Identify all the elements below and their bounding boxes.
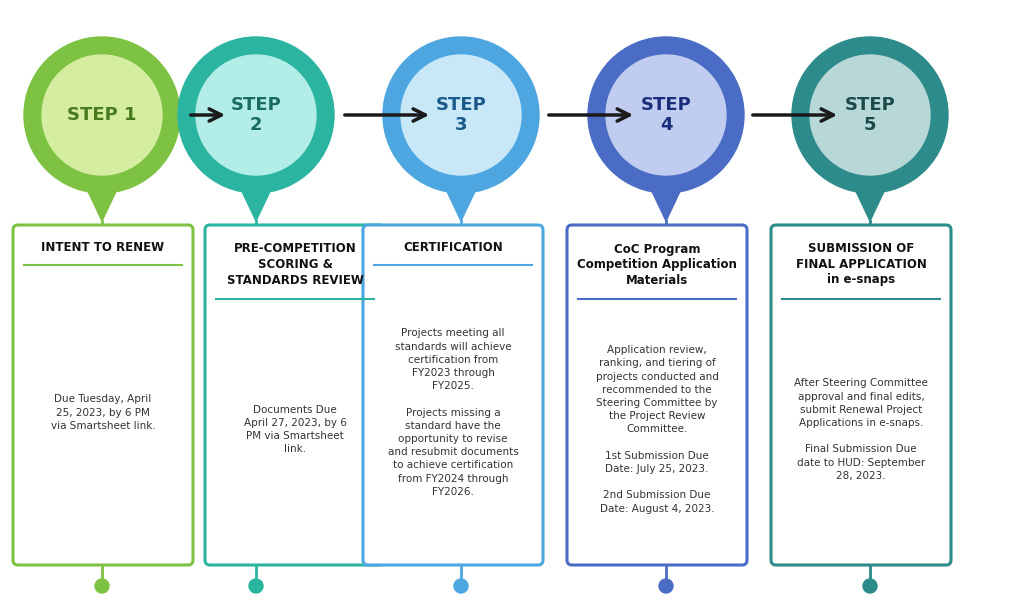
Circle shape — [588, 37, 744, 193]
FancyBboxPatch shape — [13, 225, 193, 565]
Polygon shape — [238, 183, 274, 221]
Text: Application review,
ranking, and tiering of
projects conducted and
recommended t: Application review, ranking, and tiering… — [596, 346, 719, 514]
FancyBboxPatch shape — [362, 225, 543, 565]
FancyBboxPatch shape — [771, 225, 951, 565]
Circle shape — [383, 37, 539, 193]
Circle shape — [42, 55, 162, 175]
Text: INTENT TO RENEW: INTENT TO RENEW — [41, 241, 165, 254]
Polygon shape — [852, 183, 888, 221]
Circle shape — [401, 55, 521, 175]
Circle shape — [863, 579, 877, 593]
Circle shape — [454, 579, 468, 593]
Text: PRE-COMPETITION
SCORING &
STANDARDS REVIEW: PRE-COMPETITION SCORING & STANDARDS REVI… — [226, 243, 364, 286]
Circle shape — [24, 37, 180, 193]
Text: STEP 1: STEP 1 — [68, 106, 137, 124]
Text: STEP
4: STEP 4 — [641, 96, 691, 134]
Text: SUBMISSION OF
FINAL APPLICATION
in e-snaps: SUBMISSION OF FINAL APPLICATION in e-sna… — [796, 243, 927, 286]
Circle shape — [95, 579, 109, 593]
Text: STEP
5: STEP 5 — [845, 96, 895, 134]
Text: Projects meeting all
standards will achieve
certification from
FY2023 through
FY: Projects meeting all standards will achi… — [388, 328, 518, 496]
Text: Due Tuesday, April
25, 2023, by 6 PM
via Smartsheet link.: Due Tuesday, April 25, 2023, by 6 PM via… — [50, 394, 156, 431]
Text: STEP
2: STEP 2 — [230, 96, 282, 134]
Polygon shape — [84, 183, 120, 221]
Polygon shape — [648, 183, 684, 221]
Circle shape — [178, 37, 334, 193]
Text: After Steering Committee
approval and final edits,
submit Renewal Project
Applic: After Steering Committee approval and fi… — [794, 378, 928, 480]
Circle shape — [792, 37, 948, 193]
Polygon shape — [443, 183, 479, 221]
Circle shape — [810, 55, 930, 175]
Circle shape — [249, 579, 263, 593]
Text: STEP
3: STEP 3 — [435, 96, 486, 134]
FancyBboxPatch shape — [567, 225, 746, 565]
Text: CoC Program
Competition Application
Materials: CoC Program Competition Application Mate… — [578, 243, 737, 286]
Circle shape — [196, 55, 316, 175]
Circle shape — [659, 579, 673, 593]
FancyBboxPatch shape — [205, 225, 385, 565]
Circle shape — [606, 55, 726, 175]
Text: Documents Due
April 27, 2023, by 6
PM via Smartsheet
link.: Documents Due April 27, 2023, by 6 PM vi… — [244, 405, 346, 455]
Text: CERTIFICATION: CERTIFICATION — [403, 241, 503, 254]
